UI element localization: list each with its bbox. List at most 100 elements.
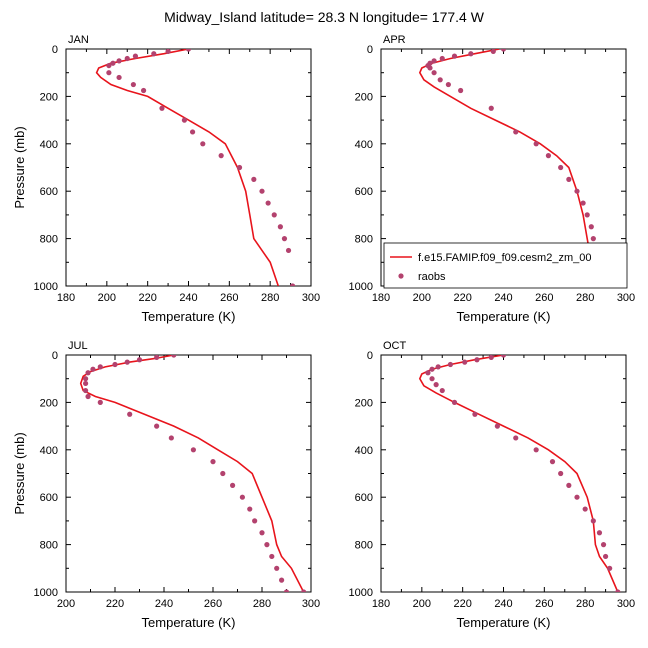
oct-raobs-point xyxy=(558,470,564,477)
apr-y-tick-label: 400 xyxy=(355,139,373,151)
jan-data-layer xyxy=(95,49,296,286)
oct-raobs-point xyxy=(494,423,500,429)
apr-raobs-point xyxy=(580,200,586,206)
apr-raobs-point xyxy=(445,81,451,88)
apr-raobs-point xyxy=(566,176,572,182)
apr-panel: APR 180 200 220 240 260 280 300 0 200 400 600 800 100… xyxy=(349,34,636,324)
jan-raobs-point xyxy=(251,176,257,182)
oct-raobs-point xyxy=(566,482,572,488)
oct-raobs-point xyxy=(513,435,519,441)
panels-group: JAN 180 200 220 240 260 280 300 0 200 400 600 800 100… xyxy=(12,34,635,630)
oct-x-tick-label: 240 xyxy=(494,598,512,610)
jul-raobs-point xyxy=(97,364,103,370)
oct-raobs-point xyxy=(574,494,580,500)
oct-plot-frame xyxy=(380,354,627,593)
jul-x-tick-label: 300 xyxy=(302,598,320,610)
apr-y-tick-label: 800 xyxy=(355,234,373,246)
oct-x-tick-label: 260 xyxy=(535,598,553,610)
jul-y-tick-label: 600 xyxy=(40,492,58,504)
jul-raobs-point xyxy=(220,470,226,477)
oct-x-tick-label: 220 xyxy=(453,598,471,610)
jan-raobs-point xyxy=(265,200,271,206)
jan-raobs-point xyxy=(159,105,165,111)
jan-y-tick-label: 1000 xyxy=(34,281,58,293)
jul-raobs-point xyxy=(190,447,196,453)
jul-raobs-point xyxy=(301,589,307,592)
jul-x-tick-label: 220 xyxy=(106,598,124,610)
jul-raobs-point xyxy=(90,366,96,372)
oct-raobs-point xyxy=(429,376,435,382)
jan-raobs-point xyxy=(189,129,196,135)
jul-raobs-point xyxy=(83,376,89,382)
jul-panel-label: JUL xyxy=(68,340,88,352)
oct-data-layer xyxy=(418,355,621,592)
apr-legend-raobs-label: raobs xyxy=(418,271,446,283)
jul-raobs-point xyxy=(112,361,118,368)
apr-raobs-point xyxy=(427,65,433,71)
jan-raobs-point xyxy=(132,53,139,59)
jul-x-axis-title: Temperature (K) xyxy=(142,615,236,630)
apr-y-tick-label: 600 xyxy=(355,186,373,198)
jan-raobs-point xyxy=(185,49,192,52)
oct-raobs-point xyxy=(488,355,494,360)
jan-raobs-point xyxy=(151,51,157,57)
oct-raobs-point xyxy=(447,361,454,368)
jan-raobs-point xyxy=(116,74,122,81)
jan-plot-frame xyxy=(65,48,312,287)
apr-raobs-point xyxy=(488,105,494,111)
oct-raobs-point xyxy=(433,382,439,388)
jan-x-tick-label: 220 xyxy=(138,292,156,304)
jan-raobs-point xyxy=(181,117,188,123)
jul-y-axis-title: Pressure (mb) xyxy=(12,432,27,514)
jul-raobs-point xyxy=(239,494,245,500)
jan-y-tick-label: 400 xyxy=(40,139,58,151)
jan-raobs-point xyxy=(165,49,171,54)
oct-raobs-point xyxy=(549,459,556,465)
oct-x-tick-label: 200 xyxy=(413,598,431,610)
jan-raobs-point xyxy=(236,164,243,171)
jul-raobs-point xyxy=(124,359,130,365)
jul-raobs-point xyxy=(279,577,285,583)
oct-raobs-point xyxy=(474,357,480,363)
jan-x-tick-label: 260 xyxy=(220,292,238,304)
oct-panel: OCT 180 200 220 240 260 280 300 0 200 400 600 800 100… xyxy=(349,340,636,630)
jul-raobs-point xyxy=(210,459,216,465)
jul-raobs-point xyxy=(259,530,265,536)
apr-raobs-point xyxy=(439,55,445,62)
jan-x-tick-label: 200 xyxy=(98,292,116,304)
apr-x-tick-label: 280 xyxy=(576,292,594,304)
apr-raobs-point xyxy=(490,49,496,54)
apr-y-tick-label: 0 xyxy=(367,44,373,56)
apr-raobs-point xyxy=(500,49,507,52)
jan-x-tick-label: 280 xyxy=(261,292,279,304)
oct-raobs-point xyxy=(582,506,588,512)
jul-raobs-point xyxy=(83,380,89,387)
jul-raobs-point xyxy=(154,355,160,360)
apr-raobs-point xyxy=(533,141,539,147)
jul-raobs-point xyxy=(283,589,290,592)
jan-y-tick-label: 200 xyxy=(40,91,58,103)
apr-x-axis-title: Temperature (K) xyxy=(457,309,551,324)
apr-legend-box xyxy=(383,242,628,289)
oct-x-tick-label: 300 xyxy=(617,598,635,610)
oct-raobs-point xyxy=(533,447,539,453)
apr-raobs-point xyxy=(468,51,474,57)
apr-raobs-point xyxy=(574,188,580,194)
jul-raobs-point xyxy=(154,423,160,429)
jan-x-tick-label: 300 xyxy=(302,292,320,304)
jan-y-tick-label: 600 xyxy=(40,186,58,198)
jan-raobs-point xyxy=(200,141,206,147)
oct-panel-label: OCT xyxy=(383,340,407,352)
apr-x-tick-label: 180 xyxy=(372,292,390,304)
oct-x-tick-label: 280 xyxy=(576,598,594,610)
jan-raobs-point xyxy=(259,188,265,194)
jul-y-tick-label: 0 xyxy=(52,350,58,362)
jan-y-axis-title: Pressure (mb) xyxy=(12,126,27,208)
oct-y-tick-label: 800 xyxy=(355,540,373,552)
apr-raobs-point xyxy=(431,70,437,76)
apr-raobs-point xyxy=(545,153,552,159)
oct-y-tick-label: 600 xyxy=(355,492,373,504)
jan-raobs-point xyxy=(281,236,288,242)
jul-raobs-point xyxy=(171,355,177,358)
